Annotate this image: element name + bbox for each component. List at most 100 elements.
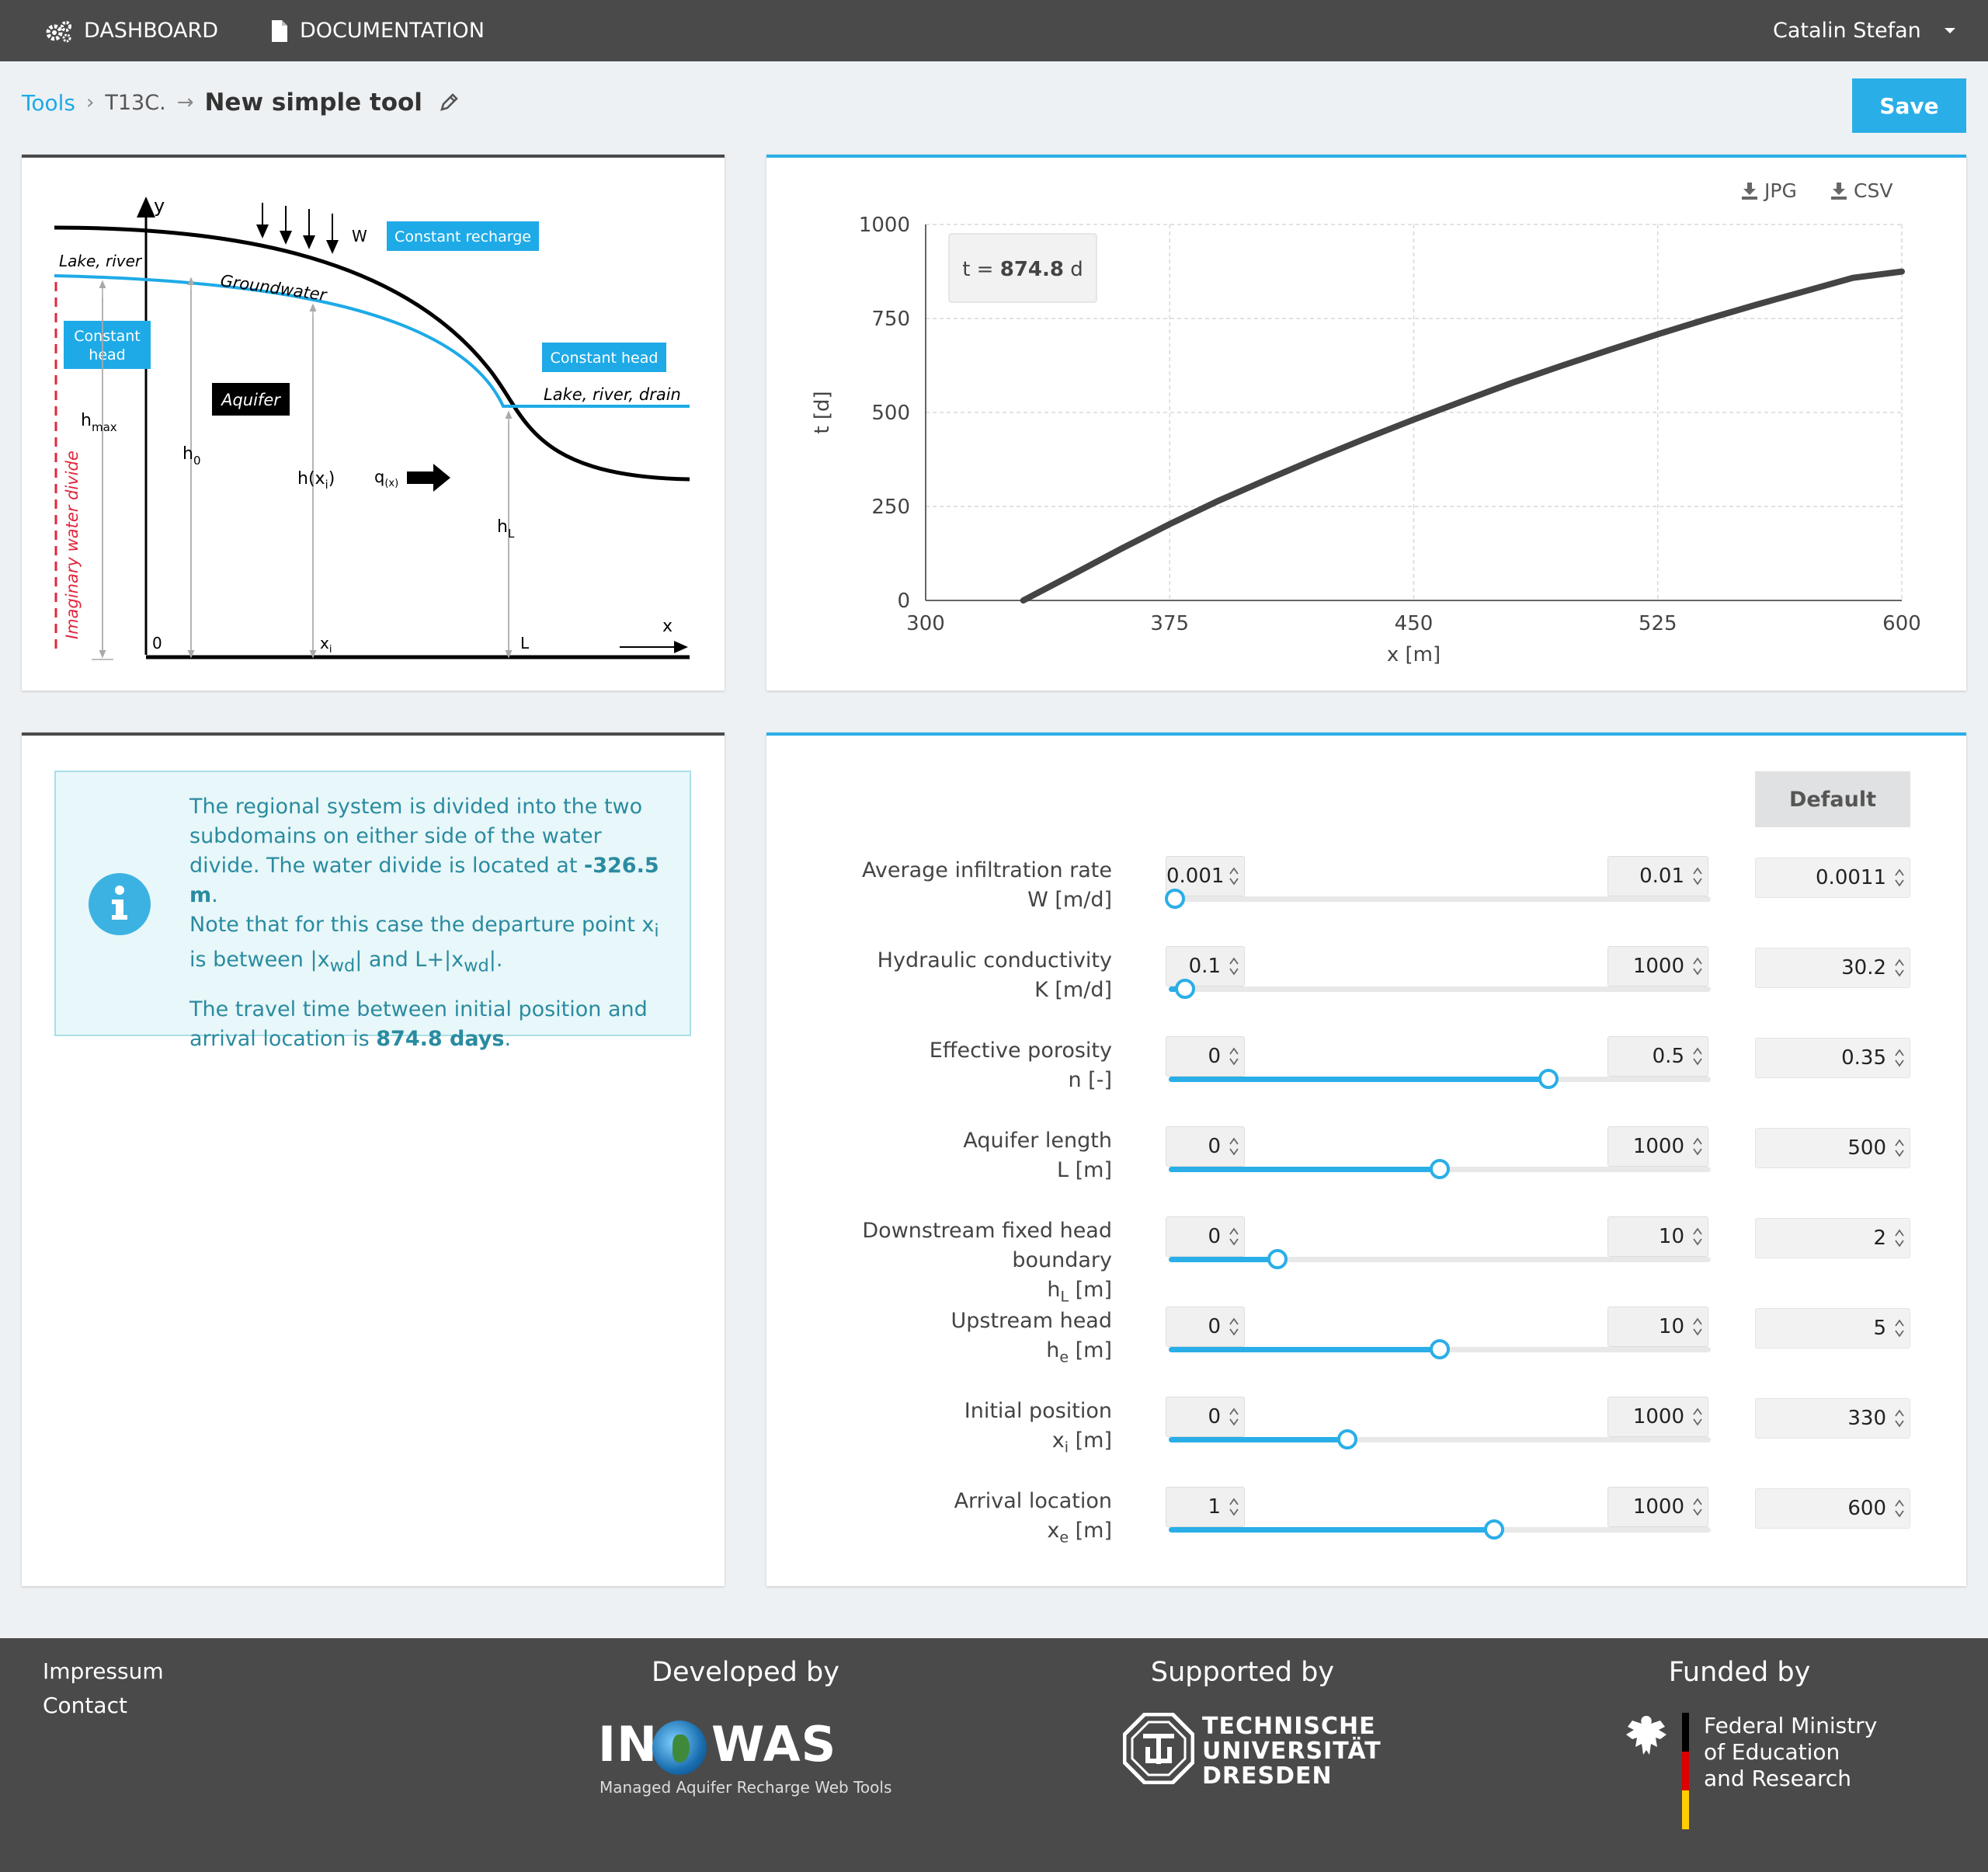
- spinner-arrows-icon[interactable]: [1894, 1227, 1905, 1249]
- slider-fill: [1169, 1077, 1548, 1082]
- parameter-value-input[interactable]: 0.0011: [1755, 858, 1910, 898]
- parameter-min-input[interactable]: 0.001: [1166, 856, 1245, 896]
- parameter-slider[interactable]: [1169, 1429, 1711, 1449]
- hmax-sub: max: [92, 420, 117, 434]
- chevron-right-icon: ›: [85, 91, 95, 114]
- contact-link[interactable]: Contact: [43, 1693, 127, 1718]
- y-axis-label: y: [154, 195, 165, 217]
- spinner-arrows-icon[interactable]: [1229, 1496, 1239, 1518]
- spinner-arrows-icon[interactable]: [1894, 1047, 1905, 1069]
- parameter-value-input[interactable]: 600: [1755, 1488, 1910, 1529]
- spinner-arrows-icon[interactable]: [1894, 1498, 1905, 1519]
- spinner-arrows-icon[interactable]: [1229, 1136, 1239, 1157]
- parameter-min-input[interactable]: 0.1: [1166, 946, 1245, 986]
- download-csv-button[interactable]: CSV: [1830, 179, 1892, 202]
- parameter-min-input[interactable]: 0: [1166, 1397, 1245, 1437]
- parameter-row: Arrival location xe [m] 1 1000 600: [766, 1487, 1966, 1572]
- bmbf-logo: Federal Ministry of Education and Research: [1621, 1713, 1901, 1853]
- parameter-min-input[interactable]: 1: [1166, 1487, 1245, 1527]
- inowas-logo: IN WAS Managed Aquifer Recharge Web Tool…: [598, 1716, 892, 1797]
- parameter-value-input[interactable]: 5: [1755, 1308, 1910, 1348]
- slider-handle[interactable]: [1483, 1519, 1504, 1540]
- parameter-label: Initial position xi [m]: [964, 1399, 1112, 1456]
- parameter-min-input[interactable]: 0: [1166, 1126, 1245, 1167]
- spinner-arrows-icon[interactable]: [1229, 1316, 1239, 1338]
- parameter-max-input[interactable]: 1000: [1607, 1397, 1708, 1437]
- spinner-arrows-icon[interactable]: [1692, 1316, 1703, 1338]
- spinner-arrows-icon[interactable]: [1894, 957, 1905, 979]
- user-menu[interactable]: Catalin Stefan: [1773, 0, 1958, 61]
- download-jpg-button[interactable]: JPG: [1741, 179, 1797, 202]
- parameter-max-input[interactable]: 10: [1607, 1216, 1708, 1257]
- pencil-icon[interactable]: [438, 92, 460, 113]
- parameter-min-input[interactable]: 0: [1166, 1307, 1245, 1347]
- constant-head-right-label: Constant head: [551, 350, 659, 367]
- slider-handle[interactable]: [1430, 1159, 1450, 1179]
- spinner-arrows-icon[interactable]: [1894, 867, 1905, 889]
- slider-handle[interactable]: [1164, 889, 1185, 909]
- parameter-min-input[interactable]: 0: [1166, 1216, 1245, 1257]
- parameter-max-input[interactable]: 1000: [1607, 1126, 1708, 1167]
- parameter-slider[interactable]: [1164, 889, 1711, 909]
- developed-by-heading: Developed by: [652, 1657, 839, 1688]
- parameter-max-input[interactable]: 0.01: [1607, 856, 1708, 896]
- dashboard-nav[interactable]: DASHBOARD: [45, 0, 218, 61]
- spinner-arrows-icon[interactable]: [1229, 1406, 1239, 1428]
- parameter-row: Hydraulic conductivity K [m/d] 0.1 1000 30.2: [766, 946, 1966, 1032]
- water-divide-value: -326.5 m: [189, 854, 659, 907]
- spinner-arrows-icon[interactable]: [1692, 865, 1703, 887]
- parameter-value-input[interactable]: 330: [1755, 1398, 1910, 1439]
- svg-text:t = 874.8 d: t = 874.8 d: [962, 258, 1083, 281]
- documentation-nav[interactable]: DOCUMENTATION: [270, 0, 485, 61]
- hmax-label: h: [81, 411, 92, 430]
- parameter-max-input[interactable]: 1000: [1607, 1487, 1708, 1527]
- parameter-max-input[interactable]: 1000: [1607, 946, 1708, 986]
- spinner-arrows-icon[interactable]: [1894, 1317, 1905, 1339]
- slider-handle[interactable]: [1174, 979, 1195, 999]
- parameter-min-input[interactable]: 0: [1166, 1036, 1245, 1077]
- spinner-arrows-icon[interactable]: [1229, 865, 1239, 887]
- spinner-arrows-icon[interactable]: [1229, 955, 1239, 977]
- spinner-arrows-icon[interactable]: [1229, 1226, 1239, 1247]
- spinner-arrows-icon[interactable]: [1229, 1046, 1239, 1067]
- parameter-max-input[interactable]: 10: [1607, 1307, 1708, 1347]
- parameter-value-input[interactable]: 30.2: [1755, 948, 1910, 988]
- tool-title: New simple tool: [204, 89, 422, 117]
- parameter-row: Average infiltration rate W [m/d] 0.001 0.0…: [766, 856, 1966, 941]
- parameter-value-input[interactable]: 0.35: [1755, 1038, 1910, 1078]
- parameter-row: Downstream fixed head boundary hL [m] 0 10 2: [766, 1216, 1966, 1305]
- y-tick-label: 500: [871, 402, 910, 425]
- download-icon: [1742, 182, 1757, 200]
- parameter-slider[interactable]: [1169, 1249, 1711, 1269]
- user-name: Catalin Stefan: [1773, 19, 1921, 43]
- default-button[interactable]: Default: [1755, 771, 1910, 827]
- parameter-label: Arrival location xe [m]: [954, 1489, 1112, 1547]
- breadcrumb-tools-link[interactable]: Tools: [22, 89, 75, 116]
- tool-code: T13C.: [105, 90, 166, 115]
- spinner-arrows-icon[interactable]: [1692, 1406, 1703, 1428]
- slider-handle[interactable]: [1267, 1249, 1288, 1269]
- spinner-arrows-icon[interactable]: [1692, 1496, 1703, 1518]
- parameter-max-input[interactable]: 0.5: [1607, 1036, 1708, 1077]
- parameter-slider[interactable]: [1169, 1339, 1711, 1359]
- parameter-slider[interactable]: [1169, 1159, 1711, 1179]
- parameter-value-input[interactable]: 2: [1755, 1218, 1910, 1258]
- slider-handle[interactable]: [1538, 1069, 1559, 1089]
- spinner-arrows-icon[interactable]: [1692, 1136, 1703, 1157]
- spinner-arrows-icon[interactable]: [1894, 1137, 1905, 1159]
- slider-handle[interactable]: [1430, 1339, 1450, 1359]
- slider-handle[interactable]: [1337, 1429, 1358, 1449]
- parameter-label: Aquifer length L [m]: [963, 1129, 1112, 1182]
- parameter-value-input[interactable]: 500: [1755, 1128, 1910, 1168]
- parameter-slider[interactable]: [1169, 1519, 1711, 1540]
- parameter-slider[interactable]: [1169, 1069, 1711, 1089]
- impressum-link[interactable]: Impressum: [43, 1658, 164, 1684]
- svg-text:q(x): q(x): [374, 468, 398, 489]
- spinner-arrows-icon[interactable]: [1692, 1046, 1703, 1067]
- spinner-arrows-icon[interactable]: [1692, 1226, 1703, 1247]
- save-button[interactable]: Save: [1852, 78, 1966, 133]
- tu-dresden-emblem-icon: [1123, 1713, 1194, 1784]
- parameter-slider[interactable]: [1169, 979, 1711, 999]
- spinner-arrows-icon[interactable]: [1692, 955, 1703, 977]
- spinner-arrows-icon[interactable]: [1894, 1407, 1905, 1429]
